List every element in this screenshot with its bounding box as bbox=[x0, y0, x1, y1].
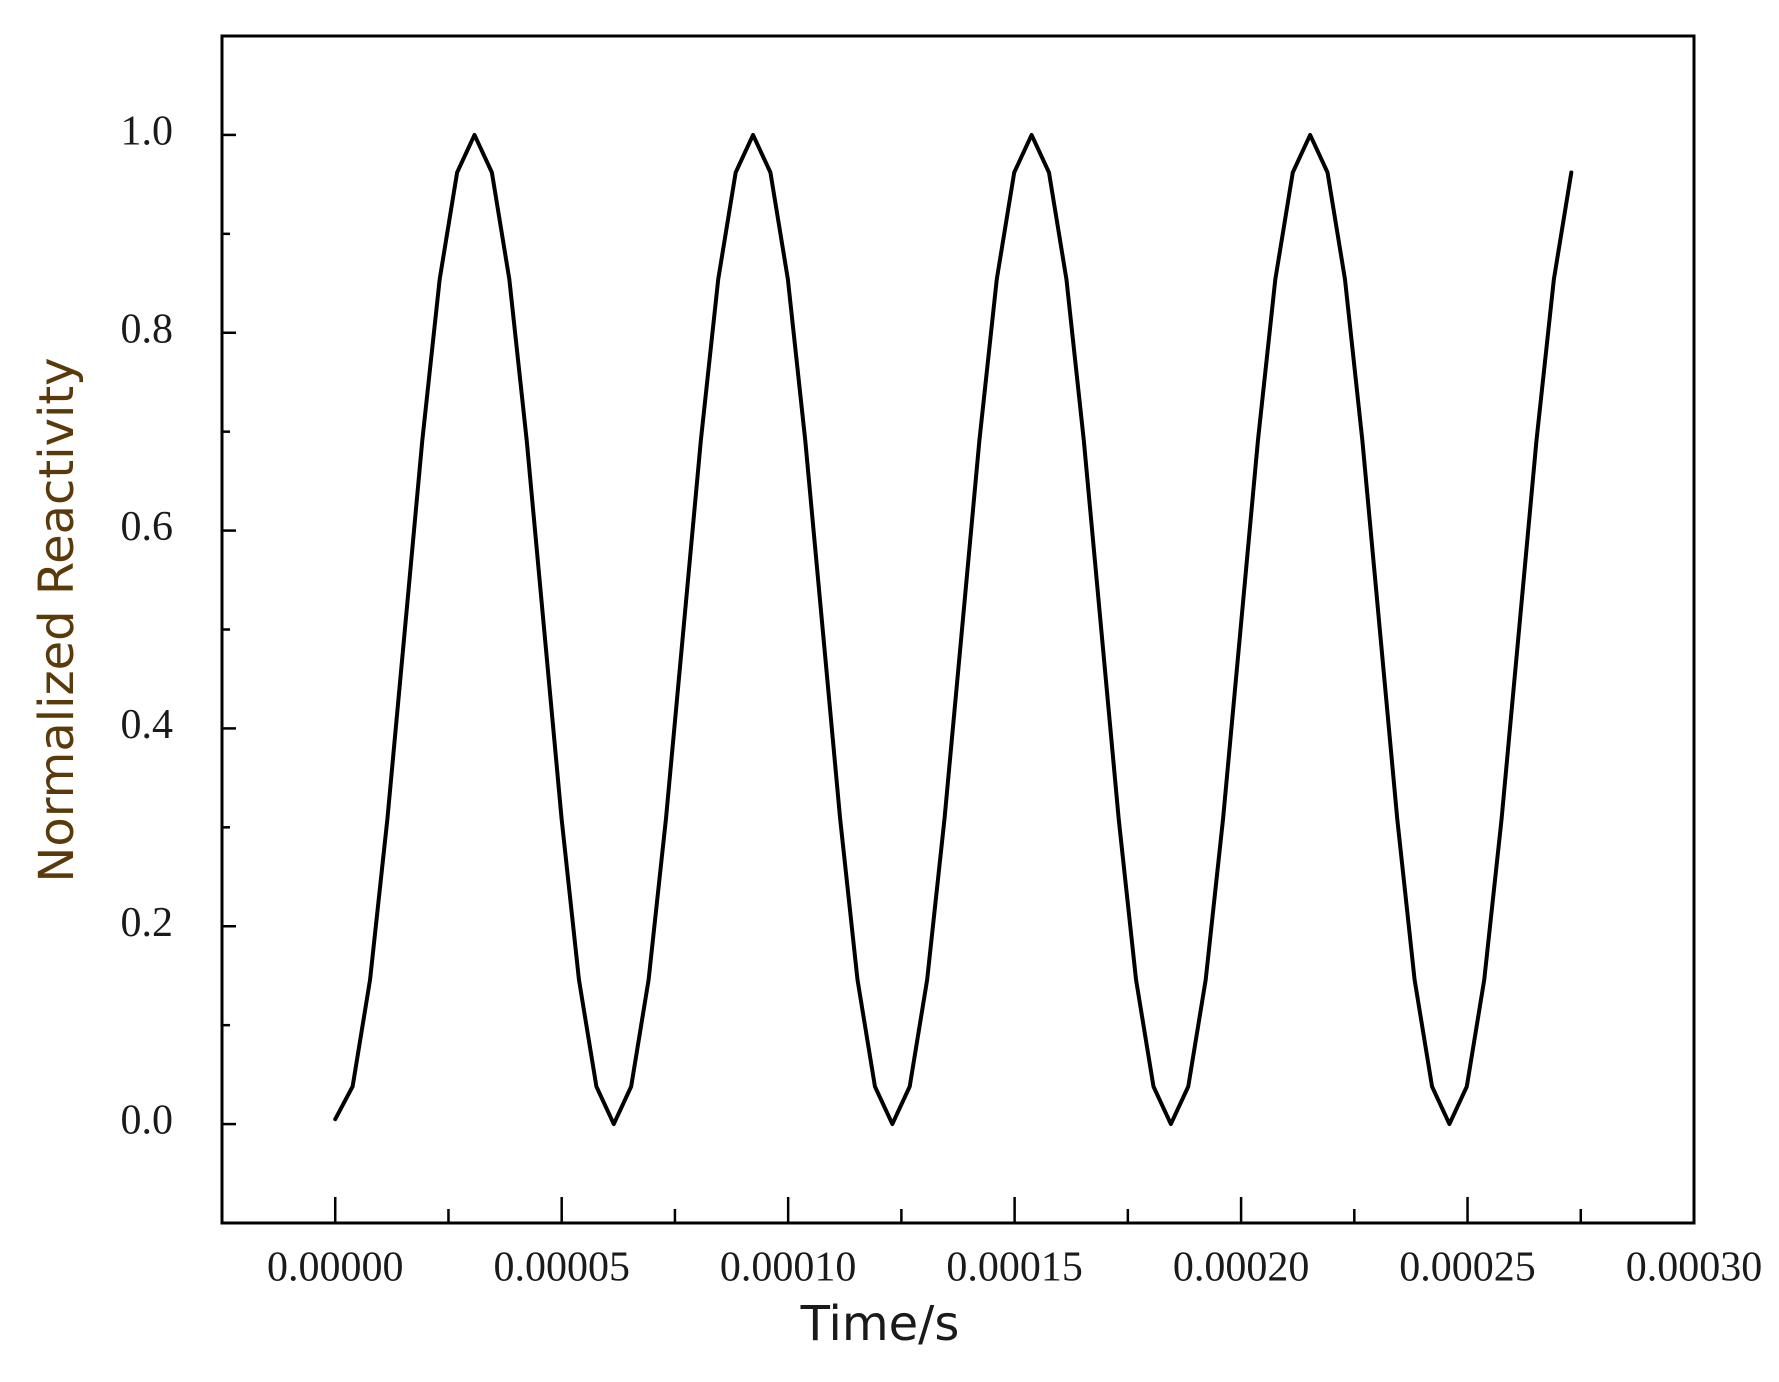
x-axis-title: Time/s bbox=[800, 1296, 960, 1352]
x-tick-label: 0.00005 bbox=[493, 1245, 630, 1291]
y-tick-label: 0.4 bbox=[121, 702, 174, 748]
x-tick-label: 0.00025 bbox=[1399, 1245, 1536, 1291]
x-tick-label: 0.00030 bbox=[1626, 1245, 1763, 1291]
y-tick-label: 0.6 bbox=[121, 504, 174, 550]
x-tick-label: 0.00000 bbox=[267, 1245, 404, 1291]
x-tick-label: 0.00020 bbox=[1173, 1245, 1310, 1291]
y-tick-label: 1.0 bbox=[121, 109, 174, 155]
x-tick-label: 0.00015 bbox=[946, 1245, 1083, 1291]
y-tick-label: 0.8 bbox=[121, 306, 174, 352]
y-tick-label: 0.2 bbox=[121, 900, 174, 946]
x-tick-label: 0.00010 bbox=[720, 1245, 857, 1291]
data-line bbox=[333, 132, 1574, 1127]
y-tick-label: 0.0 bbox=[121, 1098, 174, 1144]
y-axis-title: Normalized Reactivity bbox=[29, 357, 85, 882]
